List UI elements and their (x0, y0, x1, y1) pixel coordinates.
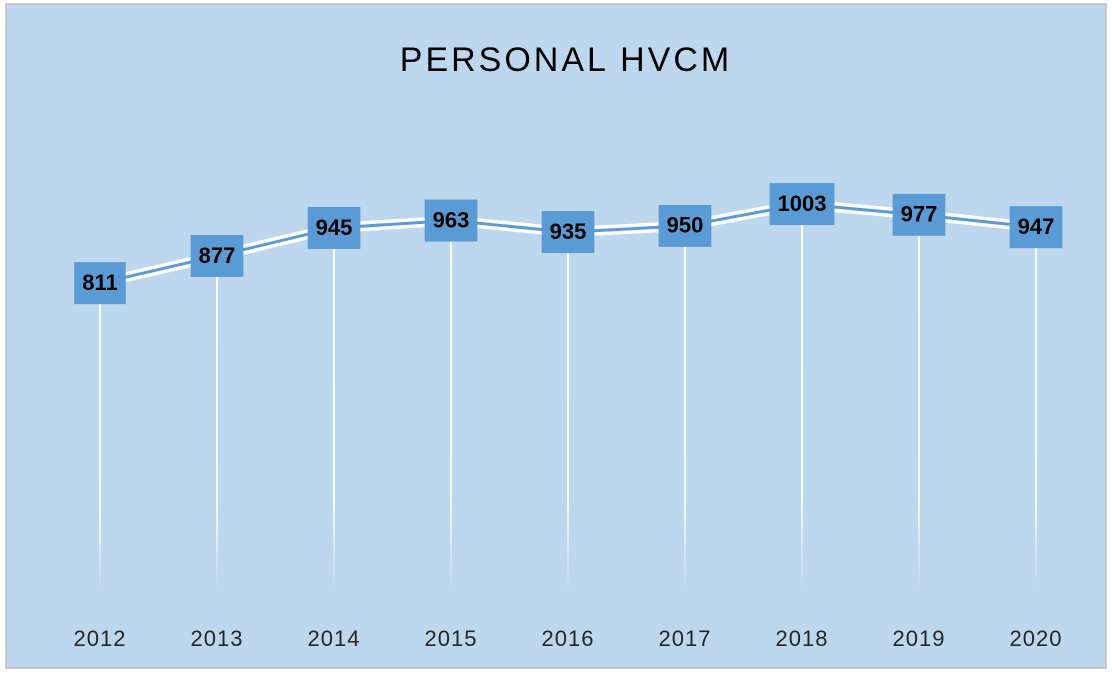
data-label-box (74, 262, 126, 305)
data-label-box (658, 204, 712, 247)
data-label-box (541, 211, 595, 254)
x-tick-label: 2020 (1010, 626, 1063, 651)
data-label: 1003 (778, 191, 827, 216)
drop-line (801, 204, 803, 590)
x-tick-label: 2019 (893, 626, 946, 651)
x-tick-label: 2018 (776, 626, 829, 651)
data-label-box (190, 234, 244, 277)
drop-line (567, 232, 569, 590)
drop-line (216, 255, 218, 591)
x-tick-label: 2014 (308, 626, 361, 651)
data-label-box (1009, 206, 1063, 249)
data-label-box (892, 193, 946, 236)
data-label: 811 (82, 270, 118, 295)
drop-line (333, 227, 335, 590)
chart-background (5, 3, 1107, 669)
drop-line (99, 283, 101, 590)
x-tick-label: 2016 (542, 626, 595, 651)
x-tick-label: 2015 (425, 626, 478, 651)
data-label-box (424, 199, 478, 242)
drop-line (1035, 227, 1037, 590)
data-label: 935 (550, 219, 587, 244)
chart-title: PERSONAL HVCM (400, 41, 732, 79)
data-label: 977 (901, 202, 938, 227)
drop-line (684, 225, 686, 590)
data-label: 963 (433, 207, 470, 232)
drop-line (450, 220, 452, 590)
data-label: 877 (199, 243, 236, 268)
data-label: 945 (316, 215, 353, 240)
drop-line (918, 214, 920, 590)
data-label: 950 (667, 213, 704, 238)
data-label: 947 (1018, 214, 1055, 239)
x-tick-label: 2012 (74, 626, 127, 651)
x-tick-label: 2017 (659, 626, 712, 651)
data-label-box (307, 206, 361, 249)
x-tick-label: 2013 (191, 626, 244, 651)
data-label-box (769, 183, 835, 226)
